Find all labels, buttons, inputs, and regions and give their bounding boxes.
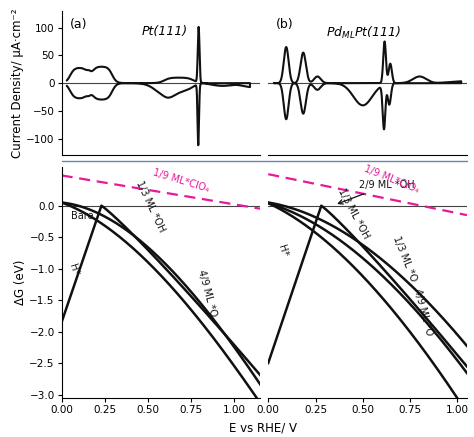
Text: Bare: Bare	[71, 212, 94, 222]
Text: 1/3 ML *OH: 1/3 ML *OH	[134, 180, 167, 234]
Text: H*: H*	[276, 243, 289, 258]
Text: 4/9 ML *O: 4/9 ML *O	[412, 288, 434, 337]
Text: H*: H*	[67, 262, 80, 277]
Text: 1/3 ML *OH: 1/3 ML *OH	[337, 187, 371, 240]
Text: E vs RHE/ V: E vs RHE/ V	[229, 422, 297, 435]
Text: (b): (b)	[276, 18, 294, 31]
Text: (a): (a)	[70, 18, 87, 31]
Text: 1/9 ML*ClO₄: 1/9 ML*ClO₄	[363, 164, 421, 195]
Text: 4/9 ML *O: 4/9 ML *O	[196, 269, 219, 318]
Text: 1/3 ML *O: 1/3 ML *O	[391, 235, 419, 283]
Y-axis label: ΔG (eV): ΔG (eV)	[14, 260, 27, 305]
Text: Pt(111): Pt(111)	[142, 25, 188, 38]
Text: 1/9 ML*ClO₄: 1/9 ML*ClO₄	[152, 167, 210, 194]
Text: 2/9 ML *OH: 2/9 ML *OH	[338, 180, 415, 204]
Y-axis label: Current Density/ μA·cm⁻²: Current Density/ μA·cm⁻²	[10, 8, 24, 158]
Text: Pd$_{\mathregular{ML}}$Pt(111): Pd$_{\mathregular{ML}}$Pt(111)	[326, 25, 401, 42]
